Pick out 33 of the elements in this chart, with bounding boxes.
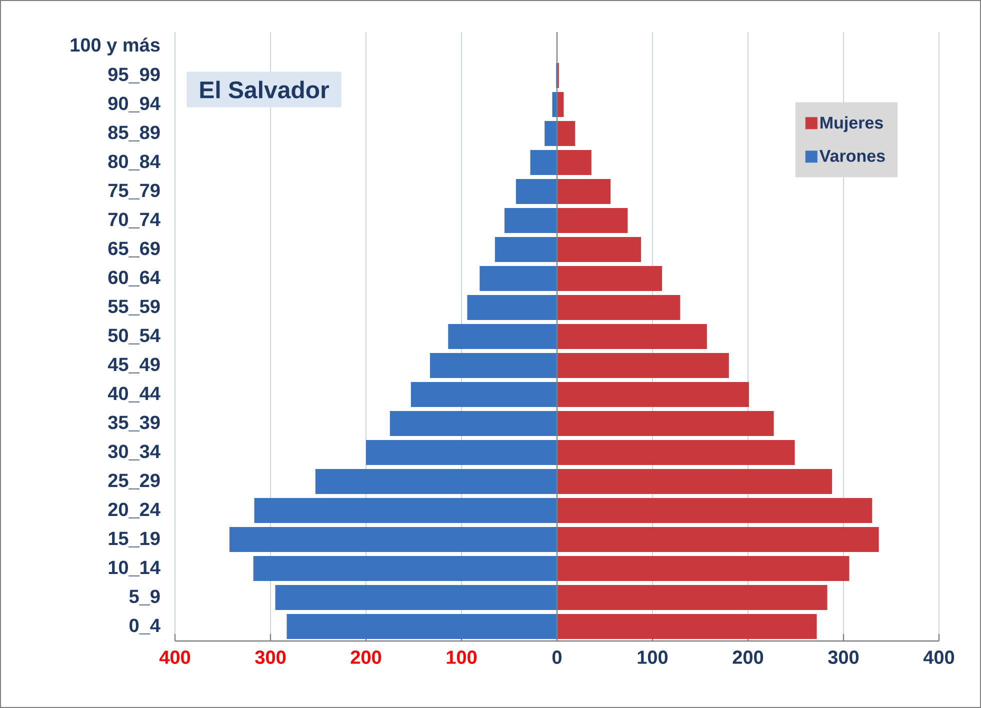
y-tick-label: 20_24: [108, 502, 160, 518]
y-tick-label: 70_74: [108, 212, 160, 228]
y-tick-label: 95_99: [108, 68, 160, 84]
y-tick-label: 30_34: [108, 444, 160, 460]
y-tick-label: 60_64: [108, 270, 160, 286]
x-tick-label: 100: [446, 650, 477, 664]
y-tick-label: 25_29: [108, 474, 160, 490]
y-tick-label: 40_44: [108, 386, 160, 402]
y-tick-label: 100 y más: [70, 38, 160, 56]
text: El Salvador: [200, 80, 330, 98]
y-tick-label: 0_4: [130, 618, 160, 634]
legend-label: Varones: [820, 150, 885, 162]
x-tick-label: 100: [638, 650, 668, 664]
y-tick-label: 90_94: [108, 96, 160, 112]
y-tick-label: 45_49: [108, 358, 160, 374]
legend-label: Mujeres: [820, 116, 883, 132]
y-tick-label: 10_14: [108, 560, 160, 576]
y-tick-label: 80_84: [108, 154, 160, 170]
x-tick-label: 200: [350, 650, 382, 664]
x-tick-label: 0: [552, 650, 562, 664]
y-tick-label: 85_89: [108, 126, 160, 142]
y-tick-label: 65_69: [108, 242, 160, 258]
y-tick-label: 50_54: [108, 328, 160, 344]
x-tick-label: 300: [255, 650, 286, 664]
x-tick-label: 300: [828, 650, 859, 664]
y-tick-label: 35_39: [108, 416, 160, 432]
y-tick-label: 15_19: [108, 532, 160, 548]
x-tick-label: 400: [923, 650, 954, 664]
y-tick-label: 75_79: [108, 184, 160, 200]
x-tick-label: 400: [159, 650, 190, 664]
y-tick-label: 5_9: [129, 590, 160, 606]
y-tick-label: 55_59: [108, 300, 160, 316]
x-tick-label: 200: [732, 650, 764, 664]
